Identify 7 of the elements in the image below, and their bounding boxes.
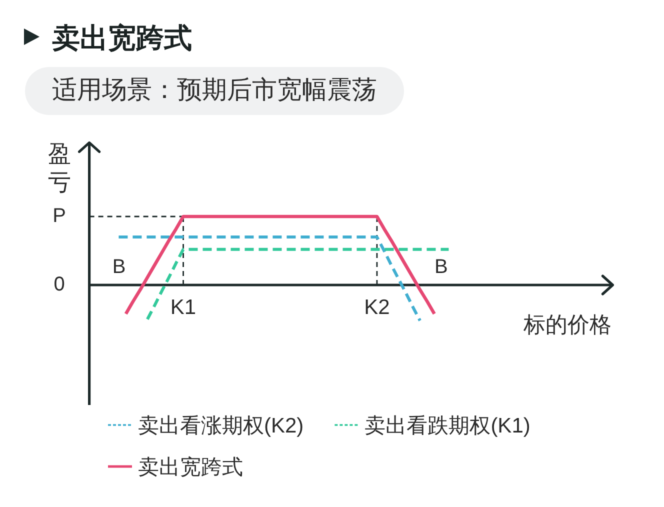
annotation: B xyxy=(434,256,448,278)
annotation: 0 xyxy=(54,274,65,296)
annotation: B xyxy=(112,256,126,278)
title: 卖出宽跨式 xyxy=(52,22,192,54)
y-axis-title: 盈亏 xyxy=(48,140,71,195)
x-axis-title: 标的价格 xyxy=(524,312,612,337)
subtitle: 适用场景：预期后市宽幅震荡 xyxy=(52,76,377,104)
